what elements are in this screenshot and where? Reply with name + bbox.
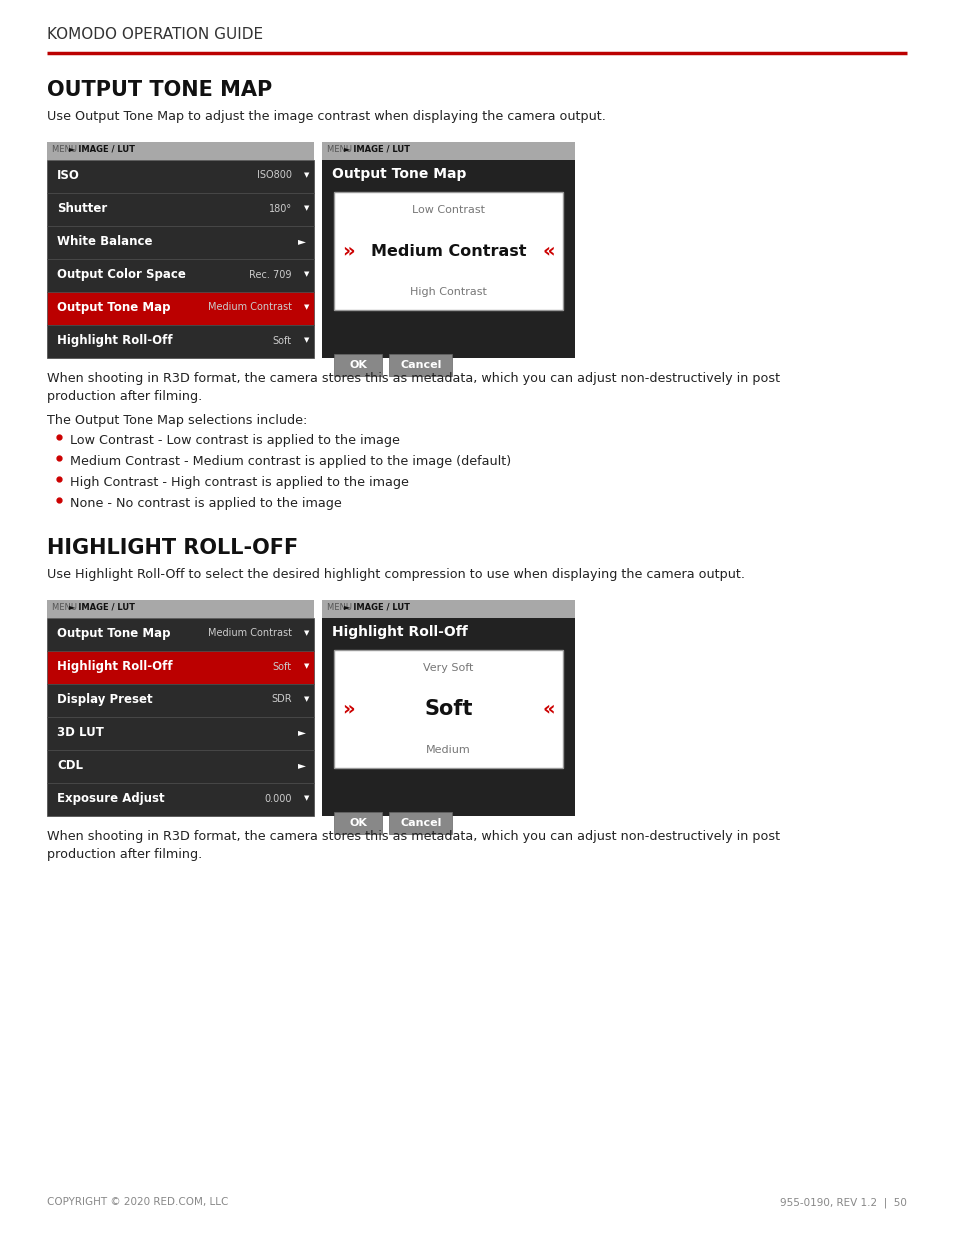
Text: Medium Contrast: Medium Contrast (208, 629, 292, 638)
Text: OUTPUT TONE MAP: OUTPUT TONE MAP (47, 80, 272, 100)
Bar (322, 142, 575, 161)
Text: Cancel: Cancel (400, 359, 441, 370)
Bar (47, 618, 314, 651)
Text: Soft: Soft (273, 336, 292, 346)
Bar (47, 325, 314, 358)
Bar (47, 161, 314, 193)
Text: production after filming.: production after filming. (47, 390, 202, 403)
Text: MENU: MENU (327, 144, 355, 154)
Text: ►: ► (297, 236, 306, 247)
Text: Medium Contrast - Medium contrast is applied to the image (default): Medium Contrast - Medium contrast is app… (70, 454, 511, 468)
Text: 0.000: 0.000 (264, 794, 292, 804)
Text: production after filming.: production after filming. (47, 848, 202, 861)
Bar (334, 191, 562, 310)
Bar (47, 718, 314, 750)
Text: COPYRIGHT © 2020 RED.COM, LLC: COPYRIGHT © 2020 RED.COM, LLC (47, 1197, 228, 1207)
Bar (47, 142, 314, 161)
Bar (389, 811, 452, 834)
Text: High Contrast - High contrast is applied to the image: High Contrast - High contrast is applied… (70, 475, 409, 489)
Text: Output Tone Map: Output Tone Map (332, 167, 466, 182)
Text: Highlight Roll-Off: Highlight Roll-Off (57, 659, 172, 673)
Text: Cancel: Cancel (400, 818, 441, 827)
Bar (47, 600, 314, 618)
Text: »: » (341, 699, 354, 719)
Text: OK: OK (349, 818, 367, 827)
Text: MENU: MENU (52, 144, 79, 154)
Text: 3D LUT: 3D LUT (57, 726, 104, 739)
Text: High Contrast: High Contrast (410, 287, 486, 296)
Text: SDR: SDR (271, 694, 292, 704)
Bar (334, 811, 381, 834)
Text: Highlight Roll-Off: Highlight Roll-Off (57, 333, 172, 347)
Text: ▼: ▼ (303, 697, 309, 703)
Text: ► IMAGE / LUT: ► IMAGE / LUT (69, 144, 135, 154)
Bar (47, 291, 314, 325)
Text: ▼: ▼ (303, 337, 309, 343)
Text: Very Soft: Very Soft (423, 663, 474, 673)
Bar (334, 650, 562, 768)
Text: Output Tone Map: Output Tone Map (57, 301, 171, 314)
Text: ►: ► (297, 761, 306, 771)
Bar (47, 750, 314, 783)
Text: Shutter: Shutter (57, 203, 107, 215)
Text: When shooting in R3D format, the camera stores this as metadata, which you can a: When shooting in R3D format, the camera … (47, 372, 780, 385)
Bar (322, 161, 575, 358)
Text: ► IMAGE / LUT: ► IMAGE / LUT (69, 603, 135, 613)
Text: Use Output Tone Map to adjust the image contrast when displaying the camera outp: Use Output Tone Map to adjust the image … (47, 110, 605, 124)
Text: ▼: ▼ (303, 173, 309, 179)
Text: Medium Contrast: Medium Contrast (208, 303, 292, 312)
Text: Soft: Soft (424, 699, 473, 719)
Text: HIGHLIGHT ROLL-OFF: HIGHLIGHT ROLL-OFF (47, 538, 298, 558)
Text: MENU: MENU (327, 603, 355, 613)
Text: MENU: MENU (52, 603, 79, 613)
Text: White Balance: White Balance (57, 235, 152, 248)
Text: Display Preset: Display Preset (57, 693, 152, 706)
Text: ▼: ▼ (303, 631, 309, 636)
Text: «: « (542, 242, 555, 261)
Text: The Output Tone Map selections include:: The Output Tone Map selections include: (47, 414, 307, 427)
Text: Soft: Soft (273, 662, 292, 672)
Text: OK: OK (349, 359, 367, 370)
Text: ►: ► (297, 727, 306, 737)
Text: When shooting in R3D format, the camera stores this as metadata, which you can a: When shooting in R3D format, the camera … (47, 830, 780, 844)
Text: None - No contrast is applied to the image: None - No contrast is applied to the ima… (70, 496, 341, 510)
Text: Output Color Space: Output Color Space (57, 268, 186, 282)
Text: ▼: ▼ (303, 272, 309, 278)
Bar (47, 193, 314, 226)
Text: Use Highlight Roll-Off to select the desired highlight compression to use when d: Use Highlight Roll-Off to select the des… (47, 568, 744, 580)
Text: ► IMAGE / LUT: ► IMAGE / LUT (344, 144, 410, 154)
Text: ▼: ▼ (303, 205, 309, 211)
Text: Highlight Roll-Off: Highlight Roll-Off (332, 625, 467, 638)
Text: KOMODO OPERATION GUIDE: KOMODO OPERATION GUIDE (47, 27, 263, 42)
Text: Exposure Adjust: Exposure Adjust (57, 792, 165, 805)
Text: «: « (542, 699, 555, 719)
Text: ISO: ISO (57, 169, 80, 182)
Text: 180°: 180° (269, 204, 292, 214)
Text: Low Contrast: Low Contrast (412, 205, 484, 215)
Text: ISO800: ISO800 (256, 170, 292, 180)
Bar (47, 684, 314, 718)
Text: ▼: ▼ (303, 795, 309, 802)
Text: ► IMAGE / LUT: ► IMAGE / LUT (344, 603, 410, 613)
Text: Output Tone Map: Output Tone Map (57, 627, 171, 640)
Text: ▼: ▼ (303, 305, 309, 310)
Bar (47, 259, 314, 291)
Text: Medium: Medium (426, 745, 471, 755)
Bar (322, 618, 575, 816)
Text: 955-0190, REV 1.2  |  50: 955-0190, REV 1.2 | 50 (780, 1197, 906, 1208)
Text: Low Contrast - Low contrast is applied to the image: Low Contrast - Low contrast is applied t… (70, 433, 399, 447)
Text: Medium Contrast: Medium Contrast (371, 243, 526, 258)
Bar (322, 600, 575, 618)
Bar (389, 354, 452, 375)
Text: CDL: CDL (57, 760, 83, 772)
Text: ▼: ▼ (303, 663, 309, 669)
Bar (47, 783, 314, 816)
Text: Rec. 709: Rec. 709 (250, 269, 292, 279)
Text: »: » (341, 242, 354, 261)
Bar (334, 354, 381, 375)
Bar (47, 226, 314, 259)
Bar (47, 651, 314, 684)
